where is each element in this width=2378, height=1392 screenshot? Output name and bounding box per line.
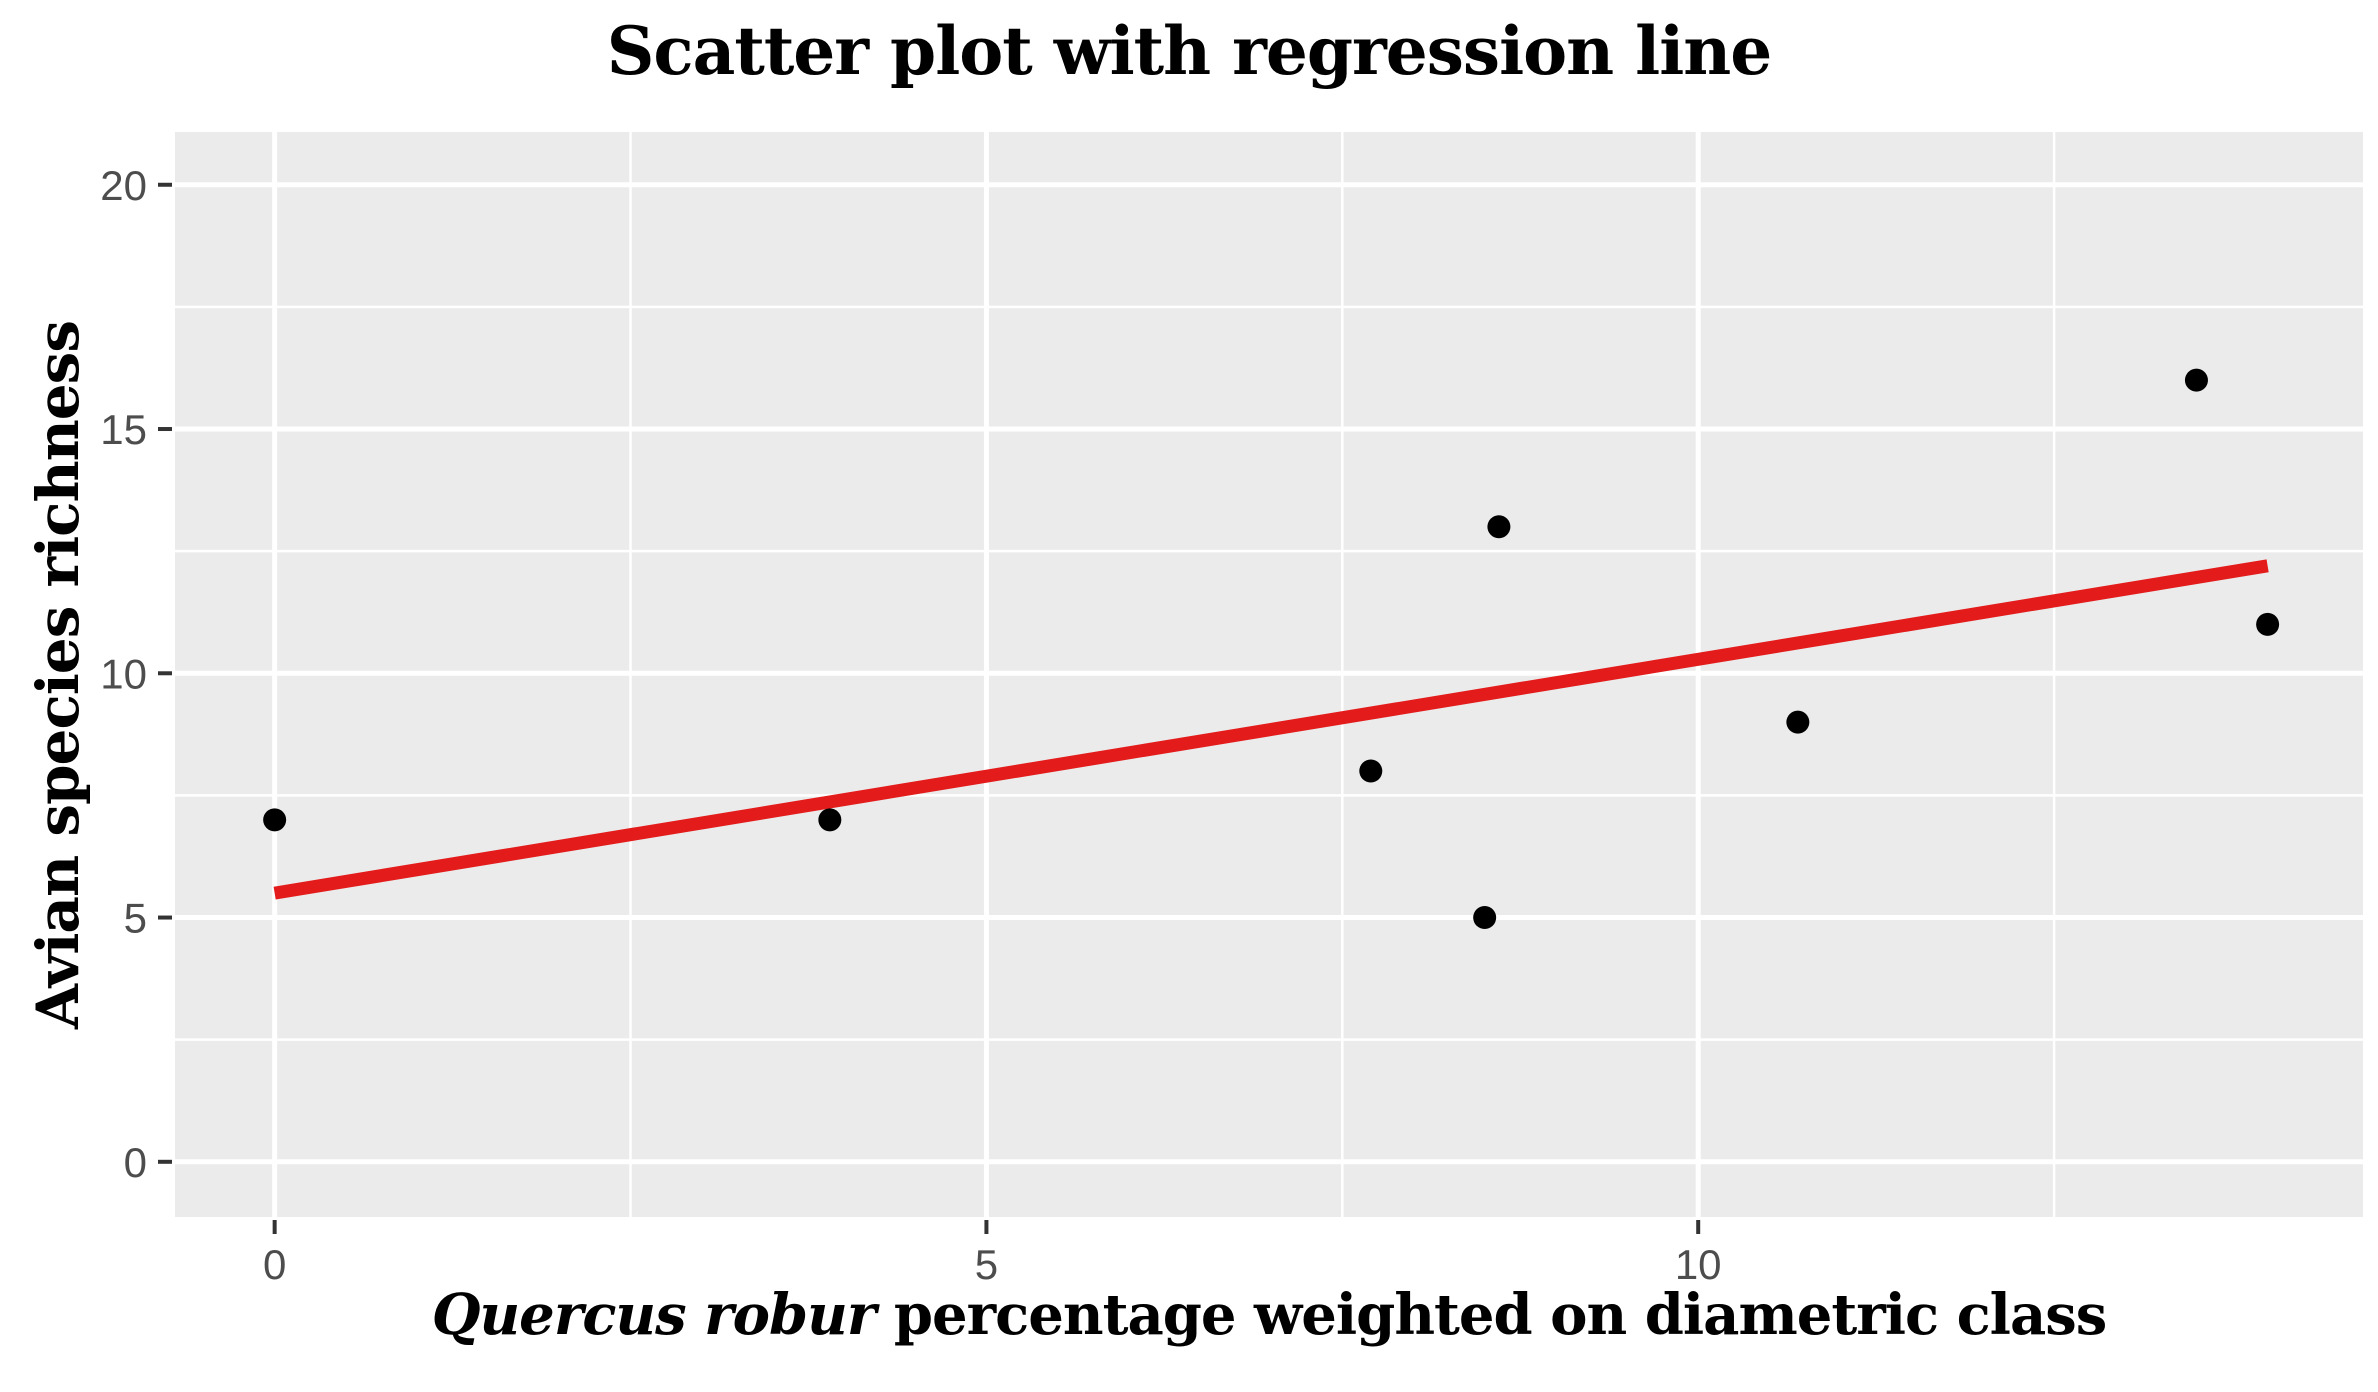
data-point: [1473, 906, 1497, 930]
x-axis-title-rest: percentage weighted on diametric class: [875, 1282, 2107, 1348]
x-tick-label: 5: [975, 1241, 998, 1288]
x-axis-title: Quercus robur percentage weighted on dia…: [175, 1282, 2363, 1348]
x-axis-title-species-name: Quercus robur: [431, 1282, 877, 1348]
x-tick-label: 0: [263, 1241, 286, 1288]
data-point: [2184, 368, 2208, 392]
data-point: [2256, 612, 2280, 636]
y-tick-label: 10: [100, 650, 147, 697]
y-tick-label: 20: [100, 162, 147, 209]
data-point: [818, 808, 842, 832]
data-point: [1786, 710, 1810, 734]
regression-line: [273, 559, 2269, 900]
plot-title: Scatter plot with regression line: [606, 12, 1773, 90]
y-tick-label: 15: [100, 406, 147, 453]
data-point: [1359, 759, 1383, 783]
data-point: [1487, 515, 1511, 539]
y-tick-label: 5: [124, 895, 147, 942]
y-tick-label: 0: [124, 1139, 147, 1186]
data-point: [263, 808, 287, 832]
x-tick-label: 10: [1675, 1241, 1722, 1288]
